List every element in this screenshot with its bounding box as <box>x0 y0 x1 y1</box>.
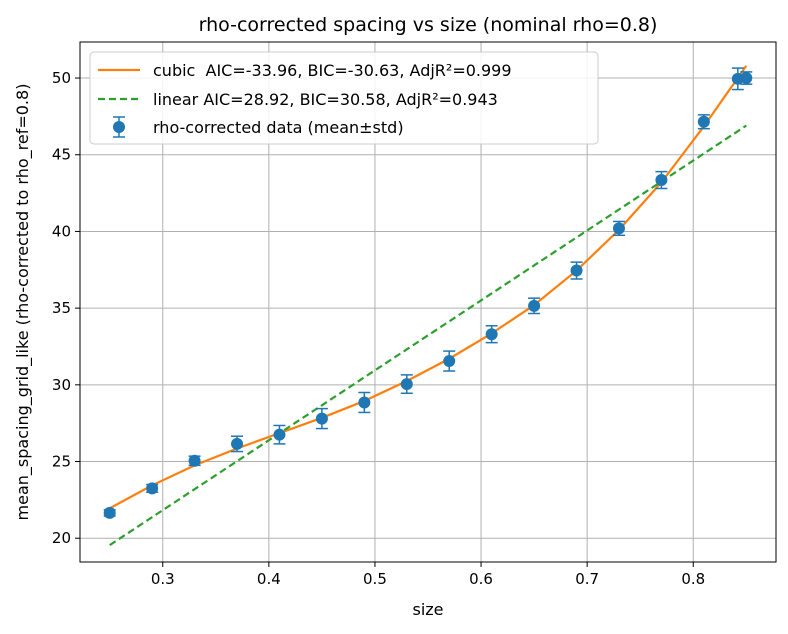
y-tick-label: 25 <box>52 453 71 471</box>
x-axis-label: size <box>412 600 443 619</box>
data-point <box>570 261 583 280</box>
x-tick-label: 0.4 <box>257 570 281 588</box>
y-tick-label: 40 <box>52 222 71 240</box>
legend-data-label: rho-corrected data (mean±std) <box>153 118 404 137</box>
x-tick-label: 0.7 <box>575 570 599 588</box>
legend: cubic AIC=-33.96, BIC=-30.63, AdjR²=0.99… <box>89 51 599 145</box>
data-point <box>231 435 244 453</box>
linear-fit-line <box>109 124 747 547</box>
data-point <box>612 220 625 237</box>
data-point <box>146 482 159 495</box>
data-marker <box>315 412 328 425</box>
data-marker <box>655 174 668 187</box>
data-point <box>315 407 328 430</box>
data-marker <box>188 454 201 467</box>
data-point <box>485 325 498 344</box>
data-marker <box>697 115 710 128</box>
data-point <box>273 424 286 445</box>
x-tick-label: 0.5 <box>363 570 387 588</box>
data-point <box>400 374 413 395</box>
legend-box <box>89 51 599 145</box>
legend-data-swatch <box>113 116 125 138</box>
data-point <box>103 506 116 519</box>
y-tick-label: 45 <box>52 146 71 164</box>
y-axis-label: mean_spacing_grid_like (rho-corrected to… <box>13 84 33 521</box>
data-point <box>443 350 456 372</box>
data-marker <box>612 222 625 235</box>
legend-cubic-label: cubic AIC=-33.96, BIC=-30.63, AdjR²=0.99… <box>153 61 512 80</box>
data-point <box>740 71 753 85</box>
y-tick-label: 20 <box>52 529 71 547</box>
data-marker <box>358 396 371 409</box>
data-marker <box>740 72 753 85</box>
x-tick-label: 0.6 <box>469 570 493 588</box>
data-point <box>358 391 371 414</box>
data-marker <box>528 299 541 312</box>
data-marker <box>273 428 286 441</box>
data-marker <box>443 355 456 368</box>
y-tick-label: 50 <box>52 69 71 87</box>
data-marker <box>570 264 583 277</box>
data-marker <box>400 378 413 391</box>
data-point <box>528 297 541 315</box>
data-point <box>655 170 668 190</box>
data-marker <box>103 506 116 519</box>
data-marker <box>146 482 159 495</box>
data-marker <box>485 328 498 341</box>
legend-linear-label: linear AIC=28.92, BIC=30.58, AdjR²=0.943 <box>153 90 498 109</box>
ticks: 0.3 0.4 0.5 0.6 0.7 0.8 20 25 30 35 40 45 50 <box>52 69 705 588</box>
chart-title: rho-corrected spacing vs size (nominal r… <box>199 14 658 36</box>
y-tick-label: 35 <box>52 299 71 317</box>
plot-frame <box>79 41 777 563</box>
cubic-fit-line <box>109 65 748 510</box>
x-tick-label: 0.8 <box>681 570 705 588</box>
data-point <box>697 114 710 130</box>
series-layer <box>103 65 753 547</box>
data-point <box>188 454 201 467</box>
x-tick-label: 0.3 <box>151 570 175 588</box>
y-tick-label: 30 <box>52 376 71 394</box>
data-marker <box>231 437 244 450</box>
